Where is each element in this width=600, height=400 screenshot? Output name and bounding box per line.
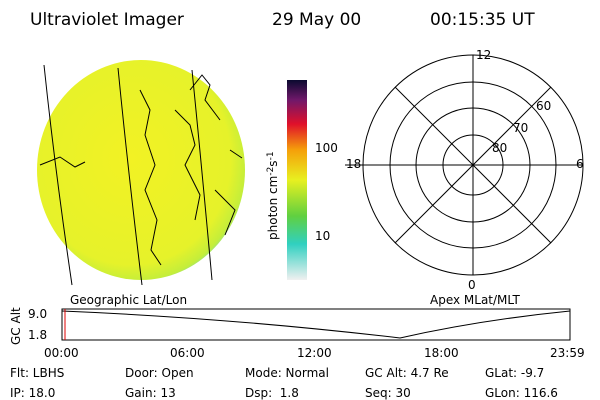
time: 00:15:35 UT (430, 10, 535, 30)
colorbar-tick: 100 (315, 141, 338, 155)
polar-label: 12 (476, 48, 491, 62)
x-tick-label: 06:00 (170, 346, 205, 360)
altitude-curve (61, 310, 571, 339)
y-tick-label: 1.8 (28, 328, 47, 342)
caption: Apex MLat/MLT (430, 293, 520, 307)
y-label: GC Alt (9, 307, 23, 345)
title: Ultraviolet Imager (30, 10, 184, 30)
info-item: Mode: Normal (245, 366, 329, 380)
polar-label: 60 (536, 99, 551, 113)
info-item: IP: 18.0 (10, 386, 55, 400)
info-item: Seq: 30 (365, 386, 411, 400)
polar-label: 70 (513, 121, 528, 135)
info-item: GC Alt: 4.7 Re (365, 366, 449, 380)
x-tick-label: 12:00 (297, 346, 332, 360)
info-item: Door: Open (125, 366, 194, 380)
colorbar-tick: 10 (315, 229, 330, 243)
caption: Geographic Lat/Lon (70, 293, 187, 307)
polar-label: 0 (468, 278, 476, 292)
x-tick-label: 18:00 (424, 346, 459, 360)
globe-image (37, 60, 245, 286)
info-panel: Flt: LBHS Door: Open Mode: Normal GC Alt: 4… (10, 366, 558, 400)
info-item: Gain: 13 (125, 386, 176, 400)
altitude-frame (61, 308, 571, 341)
info-item: GLon: 116.6 (485, 386, 558, 400)
polar-grid (345, 54, 584, 276)
info-item: Dsp: 1.8 (245, 386, 299, 400)
polar-label: 18 (346, 157, 361, 171)
colorbar (287, 80, 307, 280)
x-tick-label: 00:00 (44, 346, 79, 360)
info-item: GLat: -9.7 (485, 366, 544, 380)
polar-label: 6 (576, 157, 584, 171)
x-tick-label: 23:59 (550, 346, 585, 360)
colorbar-label: photon cm-2s-1 (266, 151, 280, 240)
y-tick-label: 9.0 (28, 307, 47, 321)
polar-label: 80 (492, 141, 507, 155)
date: 29 May 00 (272, 10, 361, 30)
info-item: Flt: LBHS (10, 366, 64, 380)
